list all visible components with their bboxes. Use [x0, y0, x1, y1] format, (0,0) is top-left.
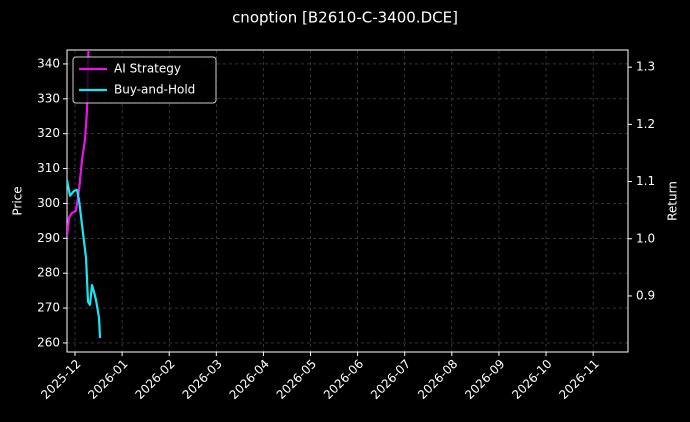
x-tick-label: 2026-04	[227, 357, 272, 402]
y-axis-label: Price	[11, 186, 25, 215]
x-tick-label: 2026-02	[132, 357, 177, 402]
y-tick-label: 320	[37, 126, 60, 140]
x-tick-label: 2026-08	[415, 357, 460, 402]
y2-tick-label: 1.2	[636, 117, 655, 131]
x-tick-label: 2026-09	[462, 357, 507, 402]
x-tick-label: 2026-10	[509, 357, 554, 402]
y-tick-label: 310	[37, 161, 60, 175]
x-tick-label: 2026-01	[85, 357, 130, 402]
x-tick-label: 2025-12	[38, 357, 83, 402]
y-tick-label: 300	[37, 196, 60, 210]
legend-label: Buy-and-Hold	[114, 83, 195, 97]
y-tick-label: 340	[37, 56, 60, 70]
y-tick-label: 290	[37, 231, 60, 245]
legend-label: AI Strategy	[114, 62, 181, 76]
y2-axis-label: Return	[666, 181, 680, 221]
y-tick-label: 280	[37, 266, 60, 280]
y2-tick-label: 1.0	[636, 231, 655, 245]
y2-tick-label: 1.3	[636, 60, 655, 74]
plot-frame	[66, 49, 629, 353]
x-tick-label: 2026-06	[321, 357, 366, 402]
x-tick-label: 2026-07	[368, 357, 413, 402]
x-tick-label: 2026-03	[180, 357, 225, 402]
legend-box	[72, 56, 217, 104]
line-series	[67, 179, 102, 339]
x-tick-label: 2026-11	[556, 357, 601, 402]
y2-tick-label: 0.9	[636, 288, 655, 302]
x-tick-label: 2026-05	[274, 357, 319, 402]
y-tick-label: 270	[37, 301, 60, 315]
y-tick-label: 260	[37, 335, 60, 349]
chart-title: cnoption [B2610-C-3400.DCE]	[232, 9, 458, 27]
y-tick-label: 330	[37, 91, 60, 105]
y2-tick-label: 1.1	[636, 174, 655, 188]
